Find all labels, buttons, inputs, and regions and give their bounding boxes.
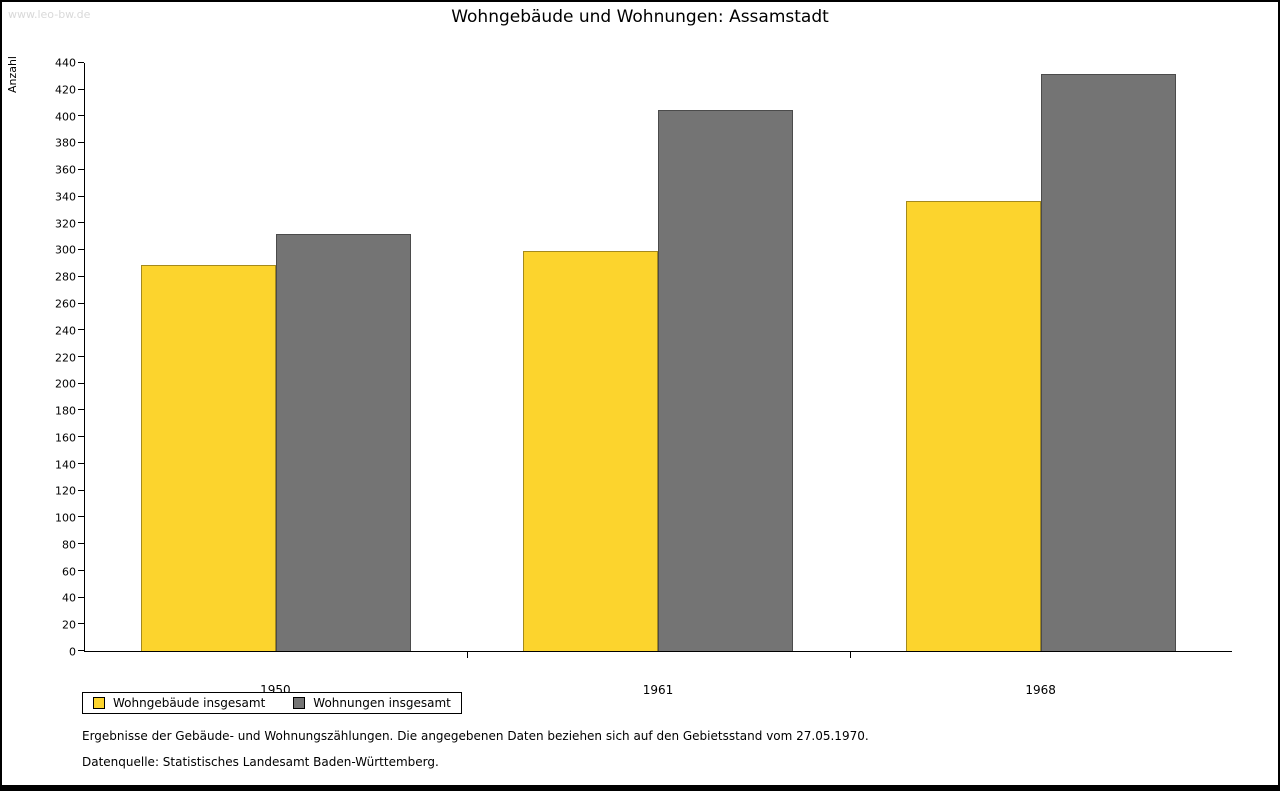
y-axis-tick-mark: [78, 543, 84, 545]
bar: [276, 234, 412, 651]
y-axis-tick-label: 100: [55, 511, 76, 525]
y-axis-tick-label: 260: [55, 297, 76, 311]
y-axis-tick-label: 20: [62, 618, 76, 632]
legend-label-wohnungen: Wohnungen insgesamt: [313, 696, 451, 710]
y-axis-tick-mark: [78, 222, 84, 224]
y-axis-tick-mark: [78, 356, 84, 357]
y-axis-tick-mark: [78, 462, 84, 464]
legend-label-wohngebaeude: Wohngebäude insgesamt: [113, 696, 266, 710]
bar: [523, 251, 659, 651]
y-axis-tick-label: 220: [55, 351, 76, 364]
y-axis-tick-mark: [78, 623, 84, 625]
y-axis-tick-mark: [78, 329, 84, 331]
y-axis-tick-label: 80: [62, 538, 76, 552]
y-axis-tick-label: 160: [55, 431, 76, 445]
y-axis-tick-mark: [78, 195, 84, 197]
y-axis-tick-label: 440: [55, 56, 76, 70]
watermark: www.leo-bw.de: [8, 8, 91, 21]
y-axis-tick-mark: [78, 650, 84, 651]
footnote-line-2: Datenquelle: Statistisches Landesamt Bad…: [82, 755, 439, 769]
y-axis-tick-label: 280: [55, 270, 76, 284]
bar: [905, 200, 1041, 651]
y-axis-tick-label: 240: [55, 324, 76, 338]
y-axis-tick-label: 120: [55, 484, 76, 498]
y-axis-tick-mark: [78, 569, 84, 571]
x-axis-tick-label: 1961: [642, 683, 674, 697]
y-axis-tick-mark: [78, 168, 84, 170]
y-axis: 0 20 40 60 80 100 120 140 160 180 200 220 240 260 280 3…: [36, 57, 76, 659]
legend-swatch-wohnungen: [293, 697, 306, 709]
y-axis-title: Anzahl: [6, 56, 19, 94]
y-axis-tick-mark: [78, 249, 84, 251]
y-axis-tick-mark: [78, 115, 84, 117]
y-axis-tick-label: 60: [62, 565, 76, 579]
y-axis-tick-label: 380: [55, 136, 76, 150]
y-axis-tick-label: 200: [55, 377, 76, 391]
y-axis-tick-mark: [78, 382, 84, 384]
y-axis-tick-label: 420: [55, 83, 76, 97]
y-axis-tick-mark: [78, 596, 84, 598]
y-axis-tick-label: 0: [69, 645, 76, 659]
x-axis-tick-label: 1968: [1025, 683, 1056, 697]
y-axis-tick-mark: [78, 409, 84, 411]
legend-item-wohnungen: Wohnungen insgesamt: [293, 696, 451, 710]
y-axis-tick-mark: [78, 302, 84, 304]
bar: [141, 264, 277, 651]
legend: Wohngebäude insgesamt Wohnungen insgesam…: [82, 692, 462, 714]
chart-title: Wohngebäude und Wohnungen: Assamstadt: [451, 7, 829, 27]
y-axis-tick-mark: [78, 62, 84, 63]
legend-swatch-wohngebaeude: [93, 697, 105, 709]
bar-group-1961: [467, 63, 849, 651]
y-axis-tick-mark: [78, 436, 84, 438]
bar: [658, 109, 794, 651]
y-axis-tick-label: 140: [55, 458, 76, 472]
y-axis-tick-label: 40: [62, 591, 76, 605]
y-axis-tick-label: 400: [55, 110, 76, 124]
x-axis-tick-mark: [467, 652, 469, 658]
y-axis-tick-mark: [78, 516, 84, 518]
y-axis-tick-mark: [78, 142, 84, 144]
bar-group-1968: [850, 63, 1232, 651]
plot-area: [78, 62, 1232, 658]
y-axis-tick-label: 180: [55, 404, 76, 418]
y-axis-tick-label: 320: [55, 217, 76, 231]
bar: [1040, 73, 1176, 651]
y-axis-tick-mark: [78, 88, 84, 90]
x-axis-tick-mark: [849, 652, 851, 658]
y-axis-tick-mark: [78, 489, 84, 491]
footnote-line-1: Ergebnisse der Gebäude- und Wohnungszähl…: [82, 729, 869, 743]
y-axis-tick-label: 300: [55, 243, 76, 257]
legend-item-wohngebaeude: Wohngebäude insgesamt: [93, 696, 265, 710]
y-axis-tick-mark: [78, 275, 84, 277]
y-axis-tick-label: 360: [55, 163, 76, 177]
bar-group-1950: [85, 63, 467, 651]
y-axis-tick-label: 340: [55, 190, 76, 204]
